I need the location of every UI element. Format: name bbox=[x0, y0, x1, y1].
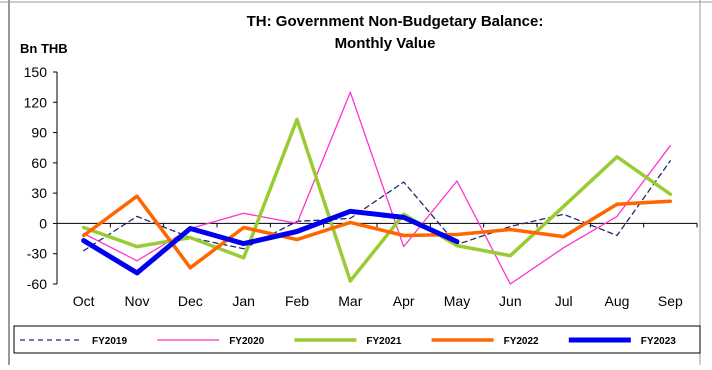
y-tick-label: -30 bbox=[27, 246, 47, 262]
legend: FY2019 FY2020 FY2021 FY2022 FY2023 bbox=[13, 325, 701, 354]
series-line-fy2023 bbox=[81, 208, 460, 276]
series-line-fy2022 bbox=[81, 194, 673, 270]
legend-label-fy2021: FY2021 bbox=[366, 336, 401, 347]
y-tick-label: 120 bbox=[24, 94, 48, 110]
chart-title-line2: Monthly Value bbox=[335, 35, 436, 52]
legend-label-fy2019: FY2019 bbox=[92, 336, 127, 347]
x-tick-label: Dec bbox=[178, 293, 203, 309]
legend-label-fy2022: FY2022 bbox=[504, 336, 539, 347]
chart-title-line1: TH: Government Non-Budgetary Balance: bbox=[247, 13, 544, 30]
legend-label-fy2020: FY2020 bbox=[229, 336, 264, 347]
x-tick-label: Aug bbox=[605, 293, 630, 309]
y-tick-label: 0 bbox=[39, 215, 47, 231]
y-axis-label: Bn THB bbox=[20, 41, 68, 56]
x-tick-label: Feb bbox=[285, 293, 309, 309]
legend-label-fy2023: FY2023 bbox=[641, 336, 676, 347]
y-tick-label: 90 bbox=[31, 125, 47, 141]
y-tick-label: -60 bbox=[27, 276, 47, 292]
x-tick-label: Mar bbox=[338, 293, 362, 309]
y-tick-label: 150 bbox=[24, 64, 48, 80]
y-tick-label: 60 bbox=[31, 155, 47, 171]
plot-area: -60 -30 0 30 60 90 120 150 Oct Nov Dec Jan Feb Mar Ap… bbox=[24, 64, 698, 309]
y-tick-label: 30 bbox=[31, 185, 47, 201]
x-tick-label: Nov bbox=[125, 293, 150, 309]
x-tick-label: Sep bbox=[658, 293, 683, 309]
series-lines bbox=[81, 91, 673, 285]
x-tick-label: Oct bbox=[73, 293, 95, 309]
x-tick-label: May bbox=[444, 293, 470, 309]
x-tick-label: Apr bbox=[393, 293, 415, 309]
y-ticks: -60 -30 0 30 60 90 120 150 bbox=[24, 64, 57, 292]
x-tick-label: Jul bbox=[555, 293, 573, 309]
x-tick-label: Jan bbox=[232, 293, 255, 309]
x-ticks: Oct Nov Dec Jan Feb Mar Apr May Jun Jul Aug Sep bbox=[56, 223, 698, 309]
x-tick-label: Jun bbox=[499, 293, 522, 309]
